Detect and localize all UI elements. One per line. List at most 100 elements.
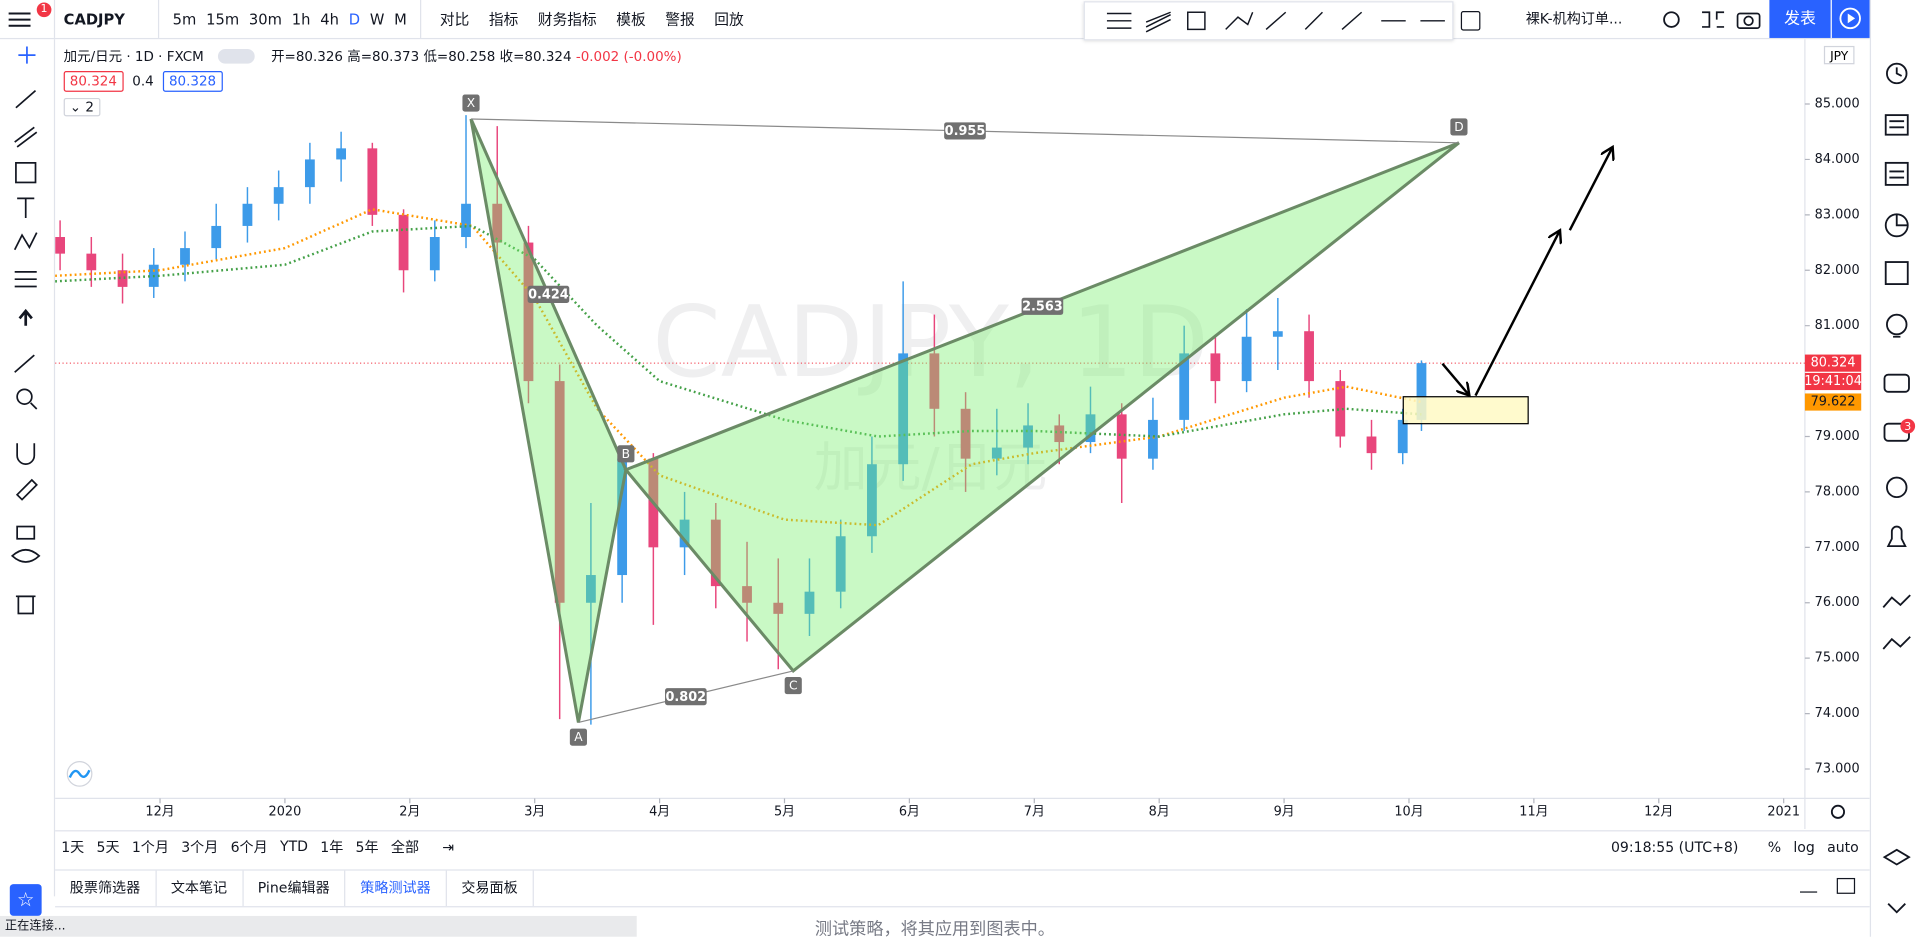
x-tick-label: 11月 [1519,804,1548,819]
panel-tab[interactable]: 交易面板 [447,870,534,907]
candle-body [617,458,628,576]
scale-option[interactable]: % [1767,838,1782,856]
play-button[interactable] [1831,0,1870,38]
candle-body [1023,425,1033,448]
sidebar-badge: 3 [1904,420,1911,433]
candle-body [586,575,596,603]
candle-body [1148,419,1158,459]
favorite-button[interactable]: ☆ [9,884,42,916]
range-button[interactable]: YTD [279,836,309,855]
maximize[interactable] [1836,877,1856,894]
x-tick-label: 5月 [774,804,795,819]
range-button[interactable]: 1年 [320,838,344,856]
symbol-search[interactable]: CADJPY [55,0,160,38]
candle-body [1085,414,1096,443]
candle-body [86,253,97,271]
template-select[interactable]: 裸K-机构订单... [1525,9,1623,27]
ratio-label: 0.955 [945,124,986,139]
panel-tabs: 股票筛选器 文本笔记 Pine编辑器 策略测试器 交易面板 [55,869,1870,908]
x-tick-label: 9月 [1274,804,1295,819]
candle-body [1304,331,1314,382]
interval[interactable]: W [369,10,385,28]
indicators-toggle[interactable]: ⌄ 2 [63,97,101,117]
scale-option[interactable]: log [1793,838,1815,856]
toolbar-button[interactable]: 指标 [488,11,519,29]
legend-high: 高=80.373 [347,48,420,65]
arrow [1474,230,1560,397]
candle-body [1241,336,1252,382]
candle-body [804,591,815,614]
panel-tab[interactable]: 股票筛选器 [55,870,157,907]
moving-average [55,208,1422,527]
point-box [1450,118,1468,136]
panel-tab[interactable]: Pine编辑器 [243,870,346,907]
candle-body [492,203,503,243]
plot: 0.955 0.424 2.563 0.802 X A B C D [55,94,1805,746]
panel-tab[interactable]: 策略测试器 [346,870,447,907]
y-tick-label: 85.000 [1815,97,1860,112]
candle-body [835,536,846,592]
candle-body [710,519,721,587]
top-right-icons [1663,11,1761,30]
toolbar-button[interactable]: 模板 [616,11,646,29]
scale-option[interactable]: auto [1827,838,1859,856]
publish-button[interactable]: 发表 [1769,0,1831,38]
candle-body [1397,419,1408,454]
intervals: 5m 15m 30m 1h 4h D W M [159,0,422,38]
range-button[interactable]: 5年 [355,838,379,856]
ma-price-box [1804,393,1862,411]
left-tools [10,46,41,615]
scale-options: % log auto [1762,838,1865,855]
range-button[interactable]: 5天 [96,838,120,856]
interval[interactable]: 15m [206,10,240,28]
x-tick-label: 3月 [524,804,545,819]
candle-body [898,353,909,465]
range-button[interactable]: 1天 [61,838,85,856]
ma-price-label: 79.622 [1811,395,1856,410]
range-button[interactable]: 6个月 [230,838,268,856]
toolbar-button[interactable]: 回放 [714,11,744,29]
y-tick-label: 75.000 [1815,651,1860,666]
x-tick-label: 2月 [399,804,420,819]
drawing-tools [1106,11,1445,33]
candle-body [461,203,471,238]
ask[interactable]: 80.328 [162,71,223,92]
toolbar-button[interactable]: 财务指标 [537,11,597,29]
interval[interactable]: 5m [172,10,197,28]
interval[interactable]: 30m [248,10,282,28]
minimize[interactable] [1800,879,1818,893]
range-button[interactable]: 全部 [390,838,420,856]
y-tick-label: 81.000 [1815,318,1860,333]
rect-tool[interactable] [1460,11,1481,31]
candle-body [867,464,877,537]
y-tick-label: 73.000 [1815,761,1860,776]
candle-body [367,148,378,215]
interval[interactable]: D [348,10,361,28]
toolbar-button[interactable]: 对比 [439,11,470,29]
point-label: A [574,730,583,744]
y-tick-label: 77.000 [1815,540,1860,555]
goto-icon[interactable]: ⇥ [442,838,455,856]
menu-button[interactable]: 1 [0,0,56,38]
pattern-triangle [469,118,628,723]
settings-icon[interactable] [1830,804,1846,819]
bid[interactable]: 80.324 [63,71,124,92]
toolbar-button[interactable]: 警报 [665,11,695,29]
interval[interactable]: 4h [320,10,339,28]
candle-body [773,602,784,614]
interval[interactable]: 1h [291,10,311,28]
candle-body [55,237,65,254]
drawing-toolbar [1083,1,1454,41]
moving-average [55,224,1422,438]
range-button[interactable]: 3个月 [181,838,219,856]
bid-ask: 80.324 0.4 80.328 [63,71,682,92]
candle-body [960,408,971,459]
logo-icon [68,769,91,779]
interval[interactable]: M [394,10,407,28]
range-button[interactable]: 1个月 [131,838,169,856]
panel-tab[interactable]: 文本笔记 [156,870,244,907]
ranges: 1天 5天 1个月 3个月 6个月 YTD 1年 5年 全部 [55,837,425,857]
x-tick-label: 12月 [1644,804,1673,819]
last-price-box [1804,354,1862,372]
